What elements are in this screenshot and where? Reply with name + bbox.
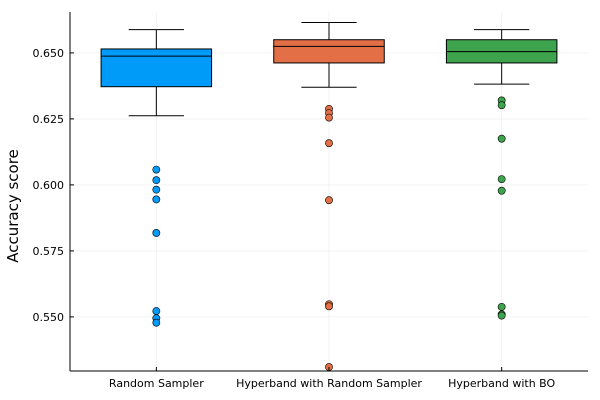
axes: 0.550 0.575 0.600 0.625 0.650 Random Sampler H…	[33, 12, 588, 390]
y-tick-label: 0.625	[33, 113, 65, 126]
outlier-point	[152, 165, 161, 174]
y-tick-label: 0.575	[33, 245, 65, 258]
outlier-point	[325, 302, 333, 311]
outlier-point	[152, 176, 161, 185]
outlier-point	[497, 175, 506, 183]
outlier-point	[497, 186, 506, 195]
outlier-point	[152, 318, 161, 327]
outlier-point	[325, 196, 333, 205]
iqr-box	[273, 39, 385, 64]
outlier-point	[497, 302, 506, 311]
iqr-box	[100, 48, 213, 88]
outlier-point	[497, 101, 506, 110]
y-tick-label: 0.550	[33, 311, 65, 324]
x-tick-label: Hyperband with BO	[448, 377, 555, 390]
box-group-1	[100, 29, 213, 327]
box-group-2	[273, 22, 385, 371]
plot-area	[100, 22, 558, 371]
outlier-point	[152, 229, 161, 237]
outlier-point	[152, 307, 161, 315]
y-tick-label: 0.650	[33, 47, 65, 60]
outlier-point	[497, 311, 506, 320]
y-axis-title: Accuracy score	[4, 149, 22, 263]
box-group-3	[445, 29, 558, 320]
outlier-point	[497, 134, 506, 143]
outlier-point	[152, 195, 161, 204]
y-tick-label: 0.600	[33, 179, 65, 192]
outlier-point	[325, 113, 333, 122]
outlier-point	[325, 139, 333, 148]
outlier-point	[152, 185, 161, 194]
x-tick-label: Random Sampler	[109, 377, 204, 390]
x-tick-label: Hyperband with Random Sampler	[236, 377, 422, 390]
